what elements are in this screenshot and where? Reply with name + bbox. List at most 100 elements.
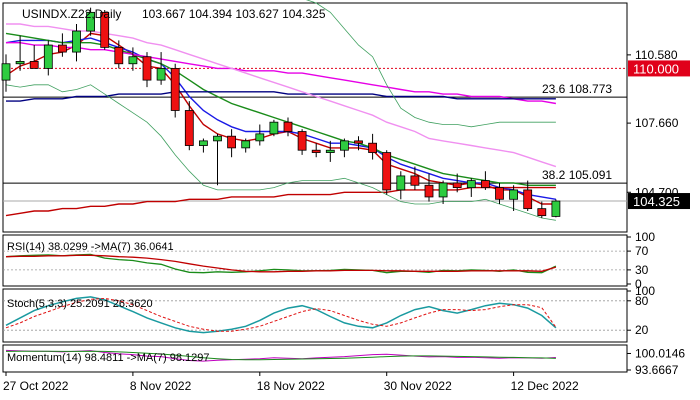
price-badge-label: 110.000 [633, 61, 679, 76]
candle-body [325, 149, 335, 153]
candle-body [184, 110, 194, 146]
candle-body [509, 189, 519, 200]
candle-body [410, 175, 420, 186]
candle-body [551, 200, 561, 217]
candle [227, 129, 237, 158]
time-tick-label: 30 Nov 2022 [384, 379, 452, 393]
candle-body [58, 44, 67, 53]
price-badge [628, 60, 690, 77]
momentum-label: Momentum(14) 98.4811 ->MA(7) 98.1297 [7, 352, 210, 364]
price-badges: 110.000 104.325 [628, 60, 690, 210]
overlay-line [5, 32, 556, 205]
candle [255, 124, 265, 146]
overlay-line [305, 0, 556, 128]
stoch-label: Stoch(5,3,3) 25.2091 26.3620 [7, 298, 153, 310]
indicator-tick-label: 80 [635, 294, 649, 308]
panel-frames [2, 2, 628, 373]
indicator-tick-label: 0 [635, 277, 642, 291]
rsi-label: RSI(14) 38.0299 ->MA(7) 36.0641 [7, 241, 174, 253]
indicator-tick-label: 30 [635, 263, 649, 277]
candle [100, 10, 110, 50]
indicator-tick-label: 20 [635, 323, 649, 337]
indicator-tick-label: 100 [635, 230, 655, 244]
candle-body [241, 140, 251, 149]
indicator-tick-label: 100.0146 [635, 346, 685, 360]
moving-average-lines [5, 0, 557, 221]
candle-body [424, 184, 434, 198]
candle-body [72, 30, 81, 53]
candle-body [269, 121, 279, 135]
time-tick-label: 27 Oct 2022 [3, 379, 69, 393]
candle-body [523, 189, 533, 210]
candle [495, 182, 504, 204]
candle [1, 54, 11, 92]
candle-body [128, 56, 138, 65]
candle-body [311, 149, 321, 153]
time-tick-label: 18 Nov 2022 [257, 379, 325, 393]
overlay-line [5, 32, 556, 187]
candle-body [283, 121, 293, 132]
candle [58, 33, 67, 57]
candle [170, 63, 180, 118]
overlay-line [6, 42, 557, 105]
candle-body [452, 182, 462, 189]
candle-body [170, 68, 180, 111]
candle [410, 166, 420, 190]
panel-frame [2, 288, 628, 343]
candle [241, 138, 251, 153]
candle [269, 119, 279, 137]
candle [354, 136, 363, 151]
candle [297, 129, 307, 155]
candle [86, 7, 95, 36]
indicator-tick-label: 93.6667 [635, 363, 679, 377]
candle-body [1, 63, 11, 81]
price-badge [628, 193, 690, 210]
momentum-panel: 100.0146 93.6667 [5, 346, 685, 377]
candle [128, 47, 138, 71]
panel-frame [2, 2, 628, 233]
panel-frame [2, 234, 628, 287]
candle [438, 180, 448, 204]
candle-body [29, 61, 39, 69]
candle-body [100, 11, 110, 48]
candle [480, 171, 490, 190]
candle-body [368, 142, 378, 153]
price-tick-label: 107.660 [635, 116, 679, 130]
overlay-line [5, 37, 557, 200]
overlay-line [6, 23, 557, 168]
indicator-line [5, 254, 557, 273]
price-badge-label: 104.325 [633, 194, 680, 209]
candle [184, 101, 194, 151]
candle-body [43, 44, 53, 69]
candle [466, 178, 476, 197]
candle-body [15, 61, 25, 65]
candle [29, 45, 39, 69]
time-axis: 27 Oct 2022 8 Nov 2022 18 Nov 2022 30 Nov 2… [3, 372, 579, 393]
overlay-line [6, 91, 556, 102]
chart-ohlc: 103.667 104.394 103.627 104.325 [142, 7, 326, 21]
candle [325, 140, 335, 162]
indicator-line [5, 350, 556, 361]
candle [339, 138, 349, 158]
indicator-line [5, 297, 557, 332]
candle [551, 199, 561, 218]
candle-body [354, 140, 363, 144]
candle [537, 201, 547, 218]
indicator-tick-label: 70 [635, 244, 649, 258]
candlesticks [1, 7, 561, 218]
candle-body [396, 175, 406, 191]
candle [396, 171, 406, 200]
overlay-line [5, 84, 556, 221]
candle-body [537, 208, 547, 217]
candle-body [339, 140, 349, 151]
candle-body [255, 133, 265, 142]
candle-body [480, 180, 490, 189]
candle-body [382, 152, 392, 191]
candle [452, 173, 462, 193]
price-tick-label: 110.580 [635, 48, 678, 62]
candle [213, 133, 222, 186]
candle [311, 143, 321, 158]
